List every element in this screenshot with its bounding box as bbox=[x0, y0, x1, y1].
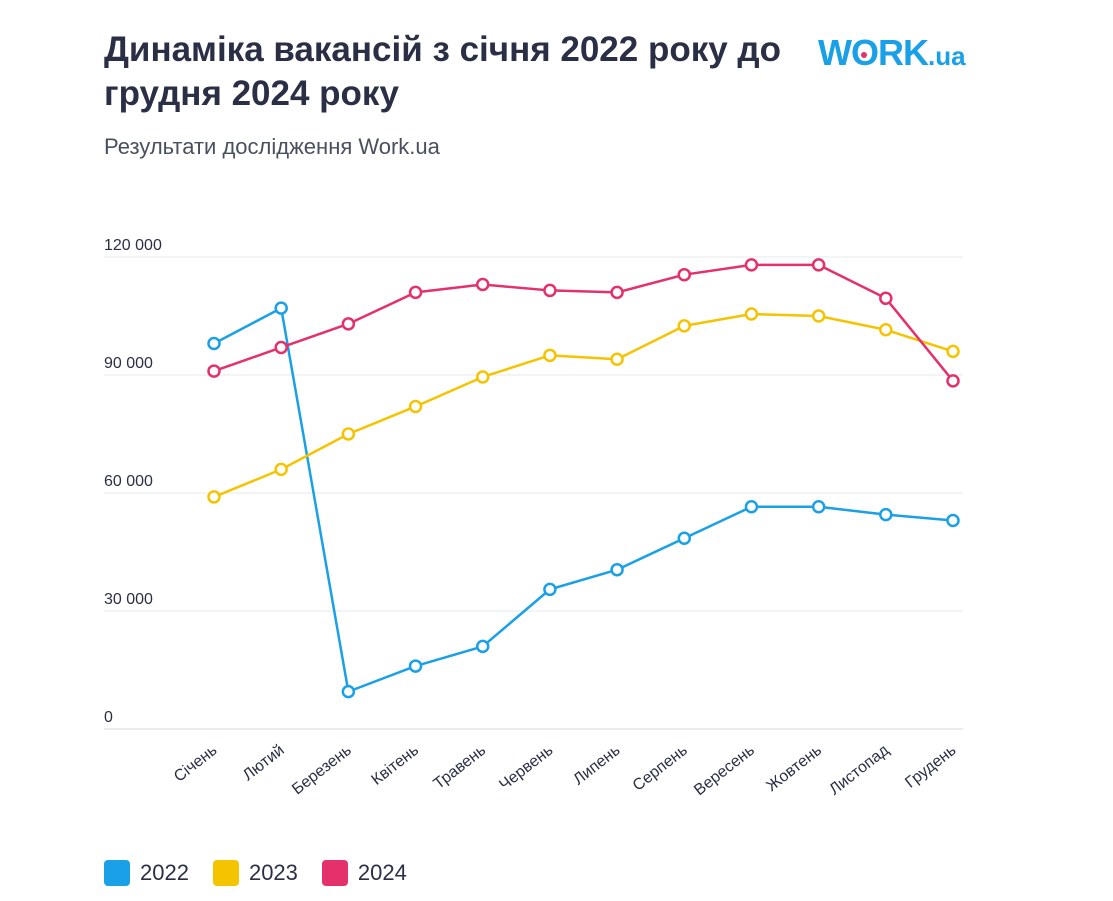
x-tick-label: Липень bbox=[570, 742, 623, 789]
data-point-2023 bbox=[274, 462, 288, 477]
data-point-2024 bbox=[610, 285, 624, 300]
x-tick-label: Квітень bbox=[369, 742, 422, 789]
data-point-2024 bbox=[207, 364, 221, 378]
legend-swatch-2022 bbox=[104, 860, 130, 886]
x-tick-label: Червень bbox=[496, 742, 556, 794]
data-point-2024 bbox=[408, 285, 423, 300]
legend-swatch-2023 bbox=[212, 860, 239, 886]
y-tick-label: 120 000 bbox=[104, 237, 162, 254]
logo-letter-o: O bbox=[850, 32, 879, 73]
legend-item-2023: 2023 bbox=[212, 860, 298, 886]
legend-swatch-2024 bbox=[321, 860, 348, 886]
data-point-2024 bbox=[475, 277, 490, 292]
data-point-2023 bbox=[341, 427, 356, 441]
x-tick-label: Грудень bbox=[902, 742, 959, 792]
data-point-2022 bbox=[879, 507, 893, 522]
data-point-2024 bbox=[811, 258, 826, 272]
x-tick-label: Вересень bbox=[691, 742, 758, 799]
logo-suffix: .ua bbox=[928, 41, 966, 71]
data-point-2023 bbox=[408, 399, 423, 414]
chart-subtitle: Результати дослідження Work.ua bbox=[104, 134, 440, 159]
data-point-2022 bbox=[274, 301, 288, 315]
logo-letters-rk: RK bbox=[878, 32, 929, 73]
series-line-2023 bbox=[213, 312, 954, 499]
legend-item-2024: 2024 bbox=[321, 860, 407, 886]
data-point-2022 bbox=[475, 639, 490, 654]
x-tick-label: Лютий bbox=[240, 742, 288, 785]
data-point-2023 bbox=[811, 309, 826, 323]
data-point-2024 bbox=[341, 317, 356, 331]
logo-letter-w: W bbox=[818, 32, 852, 73]
x-tick-label: Травень bbox=[431, 742, 490, 793]
data-point-2024 bbox=[744, 258, 759, 272]
data-point-2024 bbox=[946, 374, 960, 388]
data-point-2023 bbox=[475, 370, 490, 384]
y-tick-label: 30 000 bbox=[104, 591, 153, 608]
data-point-2023 bbox=[946, 344, 960, 359]
legend-label-2022: 2022 bbox=[140, 860, 189, 885]
data-point-2024 bbox=[543, 283, 557, 298]
series-2023 bbox=[207, 307, 960, 504]
x-tick-label: Жовтень bbox=[764, 742, 826, 795]
x-tick-label: Січень bbox=[171, 742, 220, 786]
data-point-2023 bbox=[610, 352, 624, 367]
legend-label-2024: 2024 bbox=[357, 860, 407, 885]
data-point-2022 bbox=[677, 531, 692, 545]
y-tick-label: 0 bbox=[104, 709, 113, 726]
data-point-2023 bbox=[744, 307, 759, 321]
series-2024 bbox=[207, 258, 960, 388]
chart-title: Динаміка вакансій з січня 2022 року до г… bbox=[104, 30, 782, 113]
data-point-2022 bbox=[408, 659, 423, 673]
data-point-2023 bbox=[677, 319, 692, 333]
data-point-2024 bbox=[274, 340, 288, 355]
data-point-2022 bbox=[946, 513, 960, 528]
series-line-2024 bbox=[213, 263, 954, 382]
x-tick-label: Серпень bbox=[630, 742, 691, 795]
chart-legend: 2022 2023 2024 bbox=[104, 860, 431, 886]
legend-item-2022: 2022 bbox=[104, 860, 189, 886]
x-tick-label: Листопад bbox=[826, 741, 892, 798]
y-tick-label: 90 000 bbox=[104, 355, 153, 372]
work-ua-logo: WORK.ua bbox=[818, 32, 966, 74]
data-point-2022 bbox=[744, 500, 759, 514]
data-point-2023 bbox=[543, 348, 557, 363]
data-point-2023 bbox=[879, 323, 893, 337]
legend-label-2023: 2023 bbox=[248, 860, 298, 885]
data-point-2022 bbox=[543, 582, 557, 597]
data-point-2022 bbox=[811, 500, 826, 514]
series-2022 bbox=[207, 301, 960, 699]
data-point-2022 bbox=[341, 684, 356, 699]
x-tick-label: Березень bbox=[289, 742, 355, 799]
series-line-2022 bbox=[213, 306, 954, 693]
data-point-2022 bbox=[207, 336, 221, 351]
data-point-2024 bbox=[677, 267, 692, 282]
data-point-2024 bbox=[879, 291, 893, 306]
data-point-2022 bbox=[610, 562, 624, 577]
data-point-2023 bbox=[207, 490, 221, 504]
y-tick-label: 60 000 bbox=[104, 473, 153, 490]
